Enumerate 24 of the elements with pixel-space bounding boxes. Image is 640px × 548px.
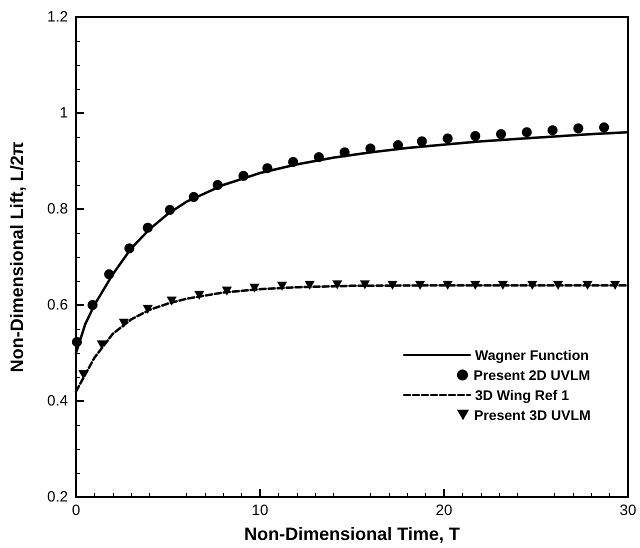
point — [496, 129, 506, 140]
legend-label: Present 3D UVLM — [474, 407, 591, 423]
point — [442, 133, 453, 144]
x-tick-label: 0 — [72, 502, 80, 519]
y-tick-label: 0.2 — [47, 488, 68, 506]
x-tick-label: 20 — [436, 502, 452, 519]
legend-label: Present 2D UVLM — [474, 367, 590, 383]
point — [599, 122, 610, 132]
y-tick-label: 0.8 — [47, 200, 68, 218]
point — [573, 123, 584, 134]
y-axis-title: Non-Dimensional Lift, L/2π — [7, 141, 27, 372]
legend-label: Wagner Function — [475, 347, 589, 363]
point — [548, 125, 558, 136]
y-tick-label: 0.4 — [47, 392, 68, 410]
y-tick-label: 1 — [60, 104, 68, 122]
x-axis-title: Non-Dimensional Time, T — [244, 524, 460, 544]
x-tick-label: 10 — [252, 502, 268, 519]
y-tick-label: 1.2 — [47, 8, 68, 26]
point — [522, 127, 532, 138]
point — [470, 131, 480, 142]
y-tick-label: 0.6 — [47, 296, 68, 314]
x-tick-label: 30 — [620, 502, 636, 519]
point — [416, 136, 427, 146]
legend-label: 3D Wing Ref 1 — [475, 387, 570, 403]
